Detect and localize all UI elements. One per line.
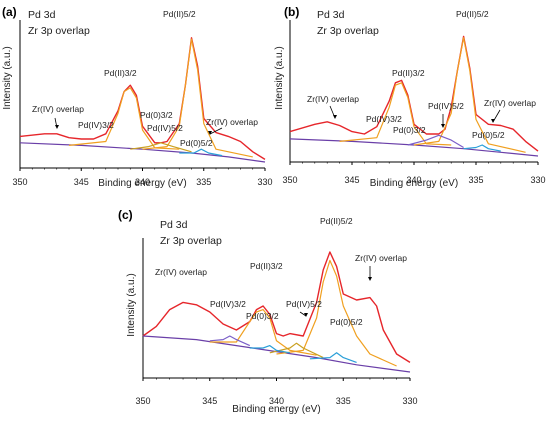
x-tick-label: 340 [406, 175, 421, 185]
annotation-arrow-line [209, 127, 223, 135]
series-line-background [19, 142, 266, 163]
peak-annotation: Pd(0)3/2 [393, 125, 426, 135]
panel-title-line: Zr 3p overlap [160, 235, 222, 247]
panel-title-line: Pd 3d [317, 9, 345, 21]
x-tick-label: 345 [74, 177, 89, 187]
x-tick-label: 340 [269, 396, 284, 406]
peak-annotation: Pd(IV)3/2 [366, 114, 402, 124]
series-line-component [130, 142, 192, 153]
series-line-component [309, 352, 357, 363]
x-tick-label: 350 [135, 396, 150, 406]
peak-annotation: Pd(IV)3/2 [210, 299, 246, 309]
peak-annotation: Pd(IV)3/2 [78, 120, 114, 130]
annotation-arrow-line [299, 311, 307, 317]
x-tick-label: 330 [530, 175, 545, 185]
x-tick-label: 330 [257, 177, 272, 187]
series-line-measured [19, 37, 266, 160]
series-line-measured [142, 251, 411, 363]
peak-annotation: Pd(II)5/2 [163, 9, 196, 19]
series-line-component [209, 309, 317, 356]
x-tick-label: 335 [196, 177, 211, 187]
x-tick-label: 345 [344, 175, 359, 185]
peak-annotation: Pd(IV)5/2 [147, 123, 183, 133]
annotation-arrowhead [368, 277, 372, 281]
annotation-arrowhead [304, 313, 308, 317]
peak-annotation: Pd(II)3/2 [104, 68, 137, 78]
x-tick-label: 335 [468, 175, 483, 185]
peak-annotation: Zr(IV) overlap [307, 94, 359, 104]
panel-title-line: Pd 3d [160, 219, 188, 231]
annotation-arrowhead [55, 125, 59, 129]
series-line-measured [289, 35, 539, 152]
x-axis-label: Binding energy (eV) [98, 178, 186, 189]
peak-annotation: Pd(0)5/2 [180, 138, 213, 148]
panel-label: (a) [2, 5, 17, 19]
peak-annotation: Pd(IV)5/2 [286, 299, 322, 309]
x-tick-label: 350 [282, 175, 297, 185]
x-tick-label: 350 [12, 177, 27, 187]
annotation-arrowhead [441, 124, 445, 128]
peak-annotation: Pd(0)5/2 [330, 317, 363, 327]
series-line-component [463, 144, 501, 152]
chart-panel-1: 350 345 340 335 330 Binding energy (eV) Intens… [2, 5, 273, 189]
series-line-component [413, 37, 526, 153]
series-line-component [276, 259, 397, 367]
y-axis-label: Intensity (a.u.) [2, 46, 13, 109]
peak-annotation: Zr(IV) overlap [155, 267, 207, 277]
panel-title-line: Zr 3p overlap [317, 25, 379, 37]
peak-annotation: Zr(IV) overlap [484, 98, 536, 108]
series-line-component [407, 134, 464, 149]
annotation-arrowhead [333, 115, 337, 119]
x-tick-label: 345 [202, 396, 217, 406]
x-tick-label: 330 [402, 396, 417, 406]
peak-annotation: Pd(II)5/2 [320, 216, 353, 226]
peak-annotation: Pd(0)3/2 [246, 311, 279, 321]
y-axis-label: Intensity (a.u.) [274, 46, 285, 109]
x-tick-label: 335 [336, 396, 351, 406]
peak-annotation: Zr(IV) overlap [32, 104, 84, 114]
x-axis-label: Binding energy (eV) [370, 178, 458, 189]
annotation-arrowhead [208, 131, 212, 135]
peak-annotation: Pd(0)3/2 [140, 110, 173, 120]
series-line-component [68, 87, 180, 150]
peak-annotation: Pd(II)3/2 [392, 68, 425, 78]
series-line-background [289, 138, 539, 157]
annotation-arrowhead [491, 119, 495, 123]
panel-label: (b) [284, 5, 299, 19]
peak-annotation: Pd(0)5/2 [472, 130, 505, 140]
series-line-component [249, 345, 291, 354]
chart-panel-3: 350 345 340 335 330 Binding energy (eV) Intens… [118, 208, 418, 415]
series-line-component [142, 38, 253, 158]
peak-annotation: Zr(IV) overlap [206, 117, 258, 127]
peak-annotation: Pd(IV)5/2 [428, 101, 464, 111]
panel-title-line: Pd 3d [28, 9, 56, 21]
peak-annotation: Pd(II)3/2 [250, 261, 283, 271]
x-axis-label: Binding energy (eV) [232, 404, 320, 415]
panel-title-line: Zr 3p overlap [28, 25, 90, 37]
series-line-component [269, 342, 324, 359]
panel-label: (c) [118, 208, 133, 222]
x-tick-label: 340 [135, 177, 150, 187]
series-line-component [209, 335, 251, 347]
series-line-component [179, 148, 223, 157]
series-line-component [339, 82, 452, 146]
peak-annotation: Pd(II)5/2 [456, 9, 489, 19]
peak-annotation: Zr(IV) overlap [355, 253, 407, 263]
y-axis-label: Intensity (a.u.) [126, 273, 137, 336]
chart-panel-2: 350 345 340 335 330 Binding energy (eV) Intens… [274, 5, 546, 189]
